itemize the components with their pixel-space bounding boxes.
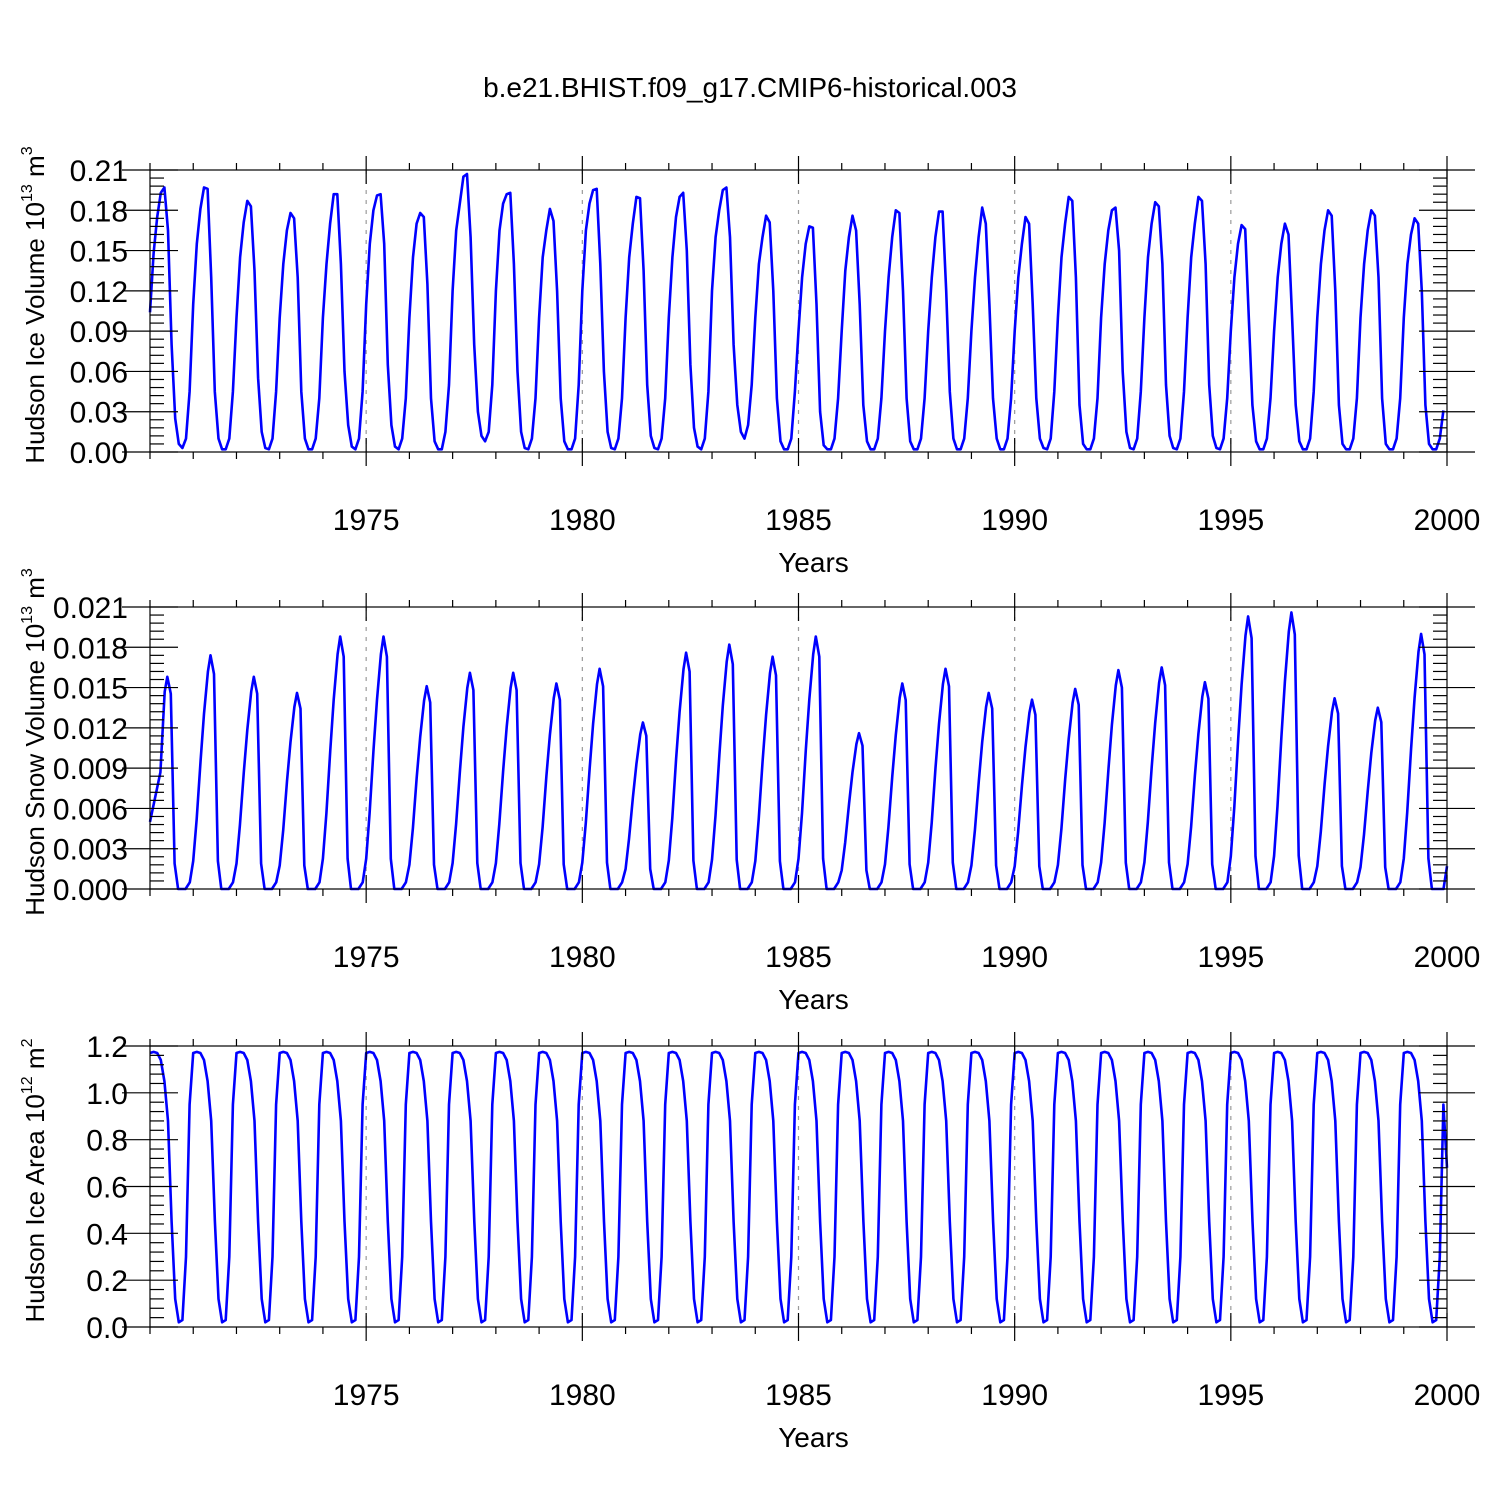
y-axis-label-text: m [20,1047,50,1076]
y-axis-label-exponent: 12 [19,1076,36,1094]
x-tick-label-1980: 1980 [549,1379,616,1412]
y-axis-label-exponent: 13 [19,184,36,202]
x-tick-label-2000: 2000 [1414,504,1481,537]
x-tick-label-1985: 1985 [765,941,832,974]
x-tick-label-1980: 1980 [549,941,616,974]
y-axis-label-text: m [20,155,50,184]
x-axis-label-2: Years [778,984,849,1015]
y-axis-label-exponent: 3 [19,146,36,155]
y-tick-label-3: 0.009 [53,753,128,786]
x-tick-label-2000: 2000 [1414,1379,1481,1412]
y-tick-label-5: 0.15 [70,236,128,269]
y-axis-label-exponent: 2 [19,1038,36,1047]
x-tick-label-1975: 1975 [333,1379,400,1412]
y-tick-label-2: 0.4 [86,1218,128,1251]
y-tick-label-2: 0.006 [53,793,128,826]
x-tick-label-2000: 2000 [1414,941,1481,974]
y-tick-label-3: 0.09 [70,316,128,349]
panel-1: 1975 1980 1985 1990 1995 2000 0.00 0.03 0.06 0.09… [19,146,1480,578]
x-axis-label-3: Years [778,1422,849,1453]
y-axis-label-3: Hudson Ice Area 1012 m2 [19,1038,50,1322]
y-tick-label-5: 1.0 [86,1078,128,1111]
y-axis-label-1: Hudson Ice Volume 1013 m3 [19,146,50,463]
y-tick-label-4: 0.12 [70,276,128,309]
y-tick-label-6: 0.18 [70,195,128,228]
chart-title: b.e21.BHIST.f09_g17.CMIP6-historical.003 [483,72,1017,103]
panels: 1975 1980 1985 1990 1995 20000.000.030.060.09… [19,146,1480,1453]
y-tick-label-4: 0.012 [53,713,128,746]
series-line-1 [148,172,1445,451]
y-tick-label-1: 0.03 [70,397,128,430]
y-tick-label-1: 0.2 [86,1265,128,1298]
y-tick-label-6: 0.018 [53,632,128,665]
x-tick-label-1975: 1975 [333,504,400,537]
y-axis-label-2: Hudson Snow Volume 1013 m3 [19,568,50,916]
panel-3: 1975 1980 1985 1990 1995 2000 0.0 0.2 0.4 0.6 0.8 1… [19,1031,1480,1453]
x-tick-label-1990: 1990 [981,1379,1048,1412]
panel-2: 1975 1980 1985 1990 1995 2000 0.000 0.003 0.006 0… [19,568,1480,1015]
y-axis-label-text: Hudson Ice Area 10 [20,1094,50,1322]
y-tick-label-1: 0.003 [53,834,128,867]
x-tick-label-1985: 1985 [765,1379,832,1412]
y-axis-label-exponent: 13 [19,606,36,624]
x-axis-label-1: Years [778,547,849,578]
y-tick-label-2: 0.06 [70,356,128,389]
x-tick-label-1990: 1990 [981,504,1048,537]
y-axis-label-exponent: 3 [19,568,36,577]
y-tick-label-7: 0.21 [70,155,128,188]
y-tick-label-6: 1.2 [86,1031,128,1064]
x-tick-label-1985: 1985 [765,504,832,537]
x-tick-label-1995: 1995 [1197,504,1264,537]
y-axis-label-text: m [20,577,50,606]
x-tick-label-1975: 1975 [333,941,400,974]
series-line-2 [148,611,1449,891]
y-tick-label-3: 0.6 [86,1172,128,1205]
x-tick-label-1995: 1995 [1197,1379,1264,1412]
y-axis-label-text: Hudson Snow Volume 10 [20,624,50,916]
y-axis-label-text: Hudson Ice Volume 10 [20,202,50,464]
y-tick-label-0: 0.000 [53,874,128,907]
x-tick-label-1995: 1995 [1197,941,1264,974]
y-tick-label-7: 0.021 [53,592,128,625]
x-tick-label-1980: 1980 [549,504,616,537]
y-tick-label-0: 0.00 [70,437,128,470]
y-tick-label-0: 0.0 [86,1312,128,1345]
y-tick-label-5: 0.015 [53,673,128,706]
x-tick-label-1990: 1990 [981,941,1048,974]
y-tick-label-4: 0.8 [86,1125,128,1158]
